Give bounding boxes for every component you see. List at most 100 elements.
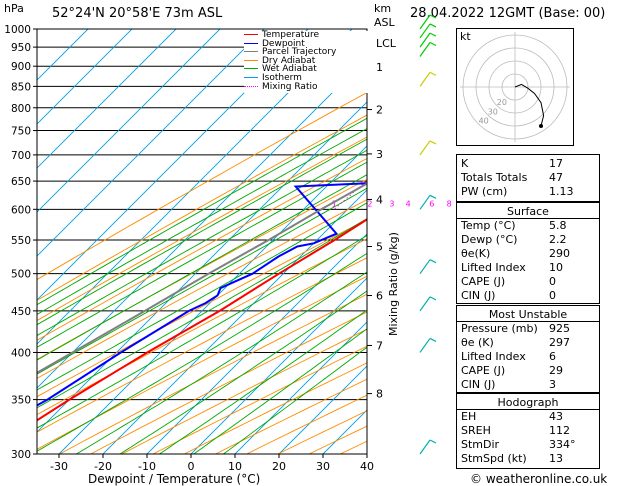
pressure-tick-label: 500 (11, 269, 31, 281)
location-title: 52°24'N 20°58'E 73m ASL (52, 6, 223, 21)
dry-adiabat-line (37, 275, 367, 450)
wet-adiabat-line (37, 128, 367, 315)
isotherm-line (37, 29, 221, 213)
legend-item: Dewpoint (244, 39, 305, 49)
pressure-tick-label: 650 (11, 176, 31, 188)
wet-adiabat-line (37, 252, 367, 452)
table-row: StmSpd (kt) 13 (461, 452, 595, 466)
table-row: CAPE (J) 29 (461, 364, 595, 378)
temperature-tick-label: -10 (138, 460, 156, 473)
height-tick-label: 1 (376, 61, 383, 74)
table-row-key: Lifted Index (461, 261, 526, 274)
height-tick-label: 3 (376, 148, 383, 161)
table-row-key: θe (K) (461, 336, 494, 349)
table-row-key: Temp (°C) (461, 219, 516, 232)
table-row-value: 17 (549, 157, 563, 170)
table-row-value: 5.8 (549, 219, 567, 232)
table-row-key: SREH (461, 424, 491, 437)
hodograph-ring-label: 20 (497, 98, 507, 107)
legend-item: Dry Adiabat (244, 56, 315, 66)
pressure-tick-label: 550 (11, 235, 31, 247)
wind-barb (419, 42, 431, 57)
wind-barb (419, 296, 431, 312)
isotherm-line (37, 29, 133, 125)
table-row-key: StmSpd (kt) (461, 452, 527, 465)
height-tick-label: 6 (376, 290, 383, 303)
legend-swatch (244, 51, 258, 53)
wind-barb-flag (429, 194, 437, 199)
table-row: SREH 112 (461, 424, 595, 438)
table-title: Hodograph (497, 396, 559, 409)
surface-table: Surface Temp (°C) 5.8 Dewp (°C) 2.2 θe(K) 290 L… (456, 202, 600, 304)
series-dewpoint-line (37, 182, 367, 407)
hodograph-ring-label: 30 (488, 107, 498, 116)
chart-axes: 3003504004505005506006507007508008509009… (4, 24, 397, 473)
isotherm-line (146, 233, 367, 454)
wind-barb (419, 14, 431, 30)
table-row-value: 2.2 (549, 233, 567, 246)
pressure-tick-label: 450 (11, 306, 31, 318)
isotherm-line (234, 321, 367, 454)
table-row-value: 47 (549, 171, 563, 184)
temperature-tick-label: 40 (360, 460, 374, 473)
table-row: Totals Totals 47 (461, 171, 595, 185)
pressure-tick-label: 900 (11, 61, 31, 73)
wet-adiabat-line (37, 149, 367, 337)
legend-swatch (244, 68, 258, 70)
wet-adiabat-line (37, 161, 367, 348)
hodograph-table: Hodograph EH 43 SREH 112 StmDir 334° StmSpd (kt… (456, 393, 600, 469)
height-tick-label: LCL (376, 37, 397, 50)
table-title: Most Unstable (488, 308, 568, 321)
table-row-value: 290 (549, 247, 570, 260)
wind-barb (419, 439, 431, 455)
wet-adiabat-line (37, 234, 367, 429)
temperature-tick-label: 20 (272, 460, 286, 473)
pressure-tick-label: 350 (11, 395, 31, 407)
wind-barb-flag (429, 140, 437, 145)
table-row-key: Pressure (mb) (461, 322, 538, 335)
pressure-tick-label: 800 (11, 103, 31, 115)
wind-barb-flag (429, 296, 437, 301)
pressure-tick-label: 850 (11, 81, 31, 93)
table-row-value: 297 (549, 336, 570, 349)
temperature-tick-label: 30 (316, 460, 330, 473)
table-row-key: PW (cm) (461, 185, 508, 198)
table-row-key: Totals Totals (461, 171, 528, 184)
table-row-key: CAPE (J) (461, 364, 506, 377)
legend-label: Parcel Trajectory (262, 47, 337, 58)
date-title: 28.04.2022 12GMT (Base: 00) (410, 6, 606, 21)
table-row-key: CAPE (J) (461, 275, 506, 288)
legend-item: Parcel Trajectory (244, 48, 336, 57)
height-tick-label: 2 (376, 104, 383, 117)
pressure-tick-label: 750 (11, 126, 31, 138)
wind-barb-flag (429, 439, 437, 444)
temperature-tick-label: 10 (228, 460, 242, 473)
table-row: EH 43 (461, 410, 595, 424)
wet-adiabat-line (37, 218, 367, 409)
table-row: PW (cm) 1.13 (461, 185, 595, 199)
isotherm-line (37, 29, 265, 257)
chart-series (37, 182, 367, 422)
km-unit-label: km (374, 2, 392, 15)
pressure-tick-label: 400 (11, 347, 31, 359)
table-row: Lifted Index 10 (461, 261, 595, 275)
wind-barb-flag (429, 23, 437, 28)
dry-adiabat-line (37, 157, 367, 341)
table-divider (457, 218, 599, 219)
wet-adiabat-line (37, 117, 367, 306)
wet-adiabat-line (37, 174, 367, 361)
table-row: StmDir 334° (461, 438, 595, 452)
legend-swatch (244, 77, 258, 78)
legend-item: Isotherm (244, 74, 302, 83)
isotherm-line (37, 29, 177, 169)
temperature-tick-label: -30 (50, 460, 68, 473)
table-title: Surface (507, 205, 549, 218)
wind-barb-flag (429, 32, 437, 37)
wind-barb (419, 194, 431, 210)
mixing-ratio-label: 1 (332, 199, 337, 208)
wind-barb (419, 140, 431, 156)
legend-label: Wet Adiabat (262, 64, 317, 75)
mixing-ratio-label: 6 (429, 199, 434, 208)
isotherm-line (37, 29, 309, 301)
table-row-key: EH (461, 410, 477, 423)
